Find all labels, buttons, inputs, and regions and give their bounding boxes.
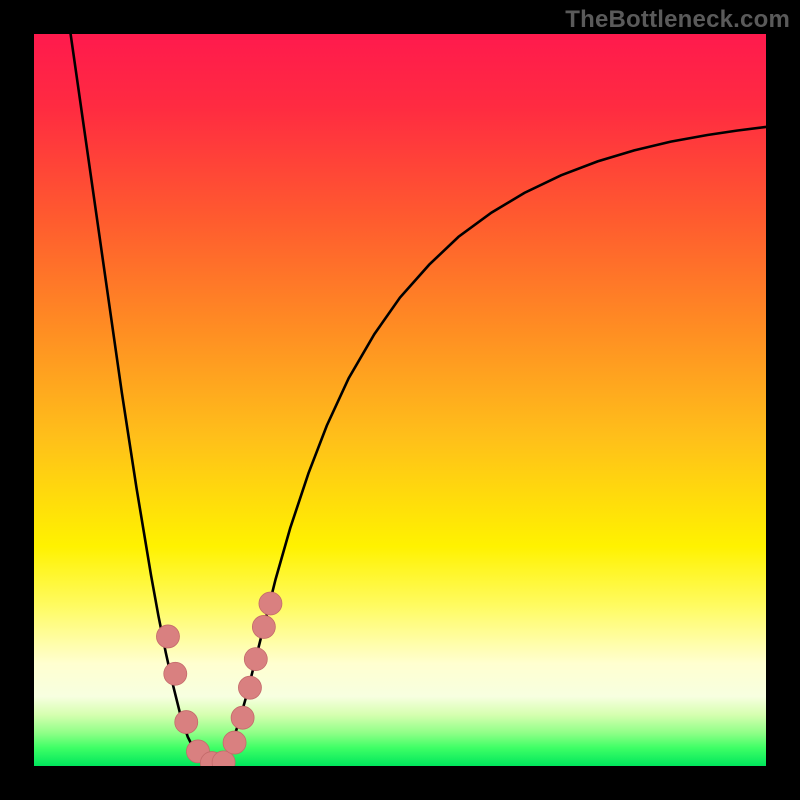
data-marker bbox=[238, 676, 261, 699]
data-marker bbox=[164, 662, 187, 685]
data-marker bbox=[252, 615, 275, 638]
data-marker bbox=[156, 625, 179, 648]
data-marker bbox=[259, 592, 282, 615]
data-marker bbox=[244, 648, 267, 671]
bottleneck-chart bbox=[0, 0, 800, 800]
watermark-text: TheBottleneck.com bbox=[565, 6, 790, 34]
data-marker bbox=[231, 706, 254, 729]
data-marker bbox=[175, 711, 198, 734]
figure-root: TheBottleneck.com bbox=[0, 0, 800, 800]
data-marker bbox=[223, 731, 246, 754]
